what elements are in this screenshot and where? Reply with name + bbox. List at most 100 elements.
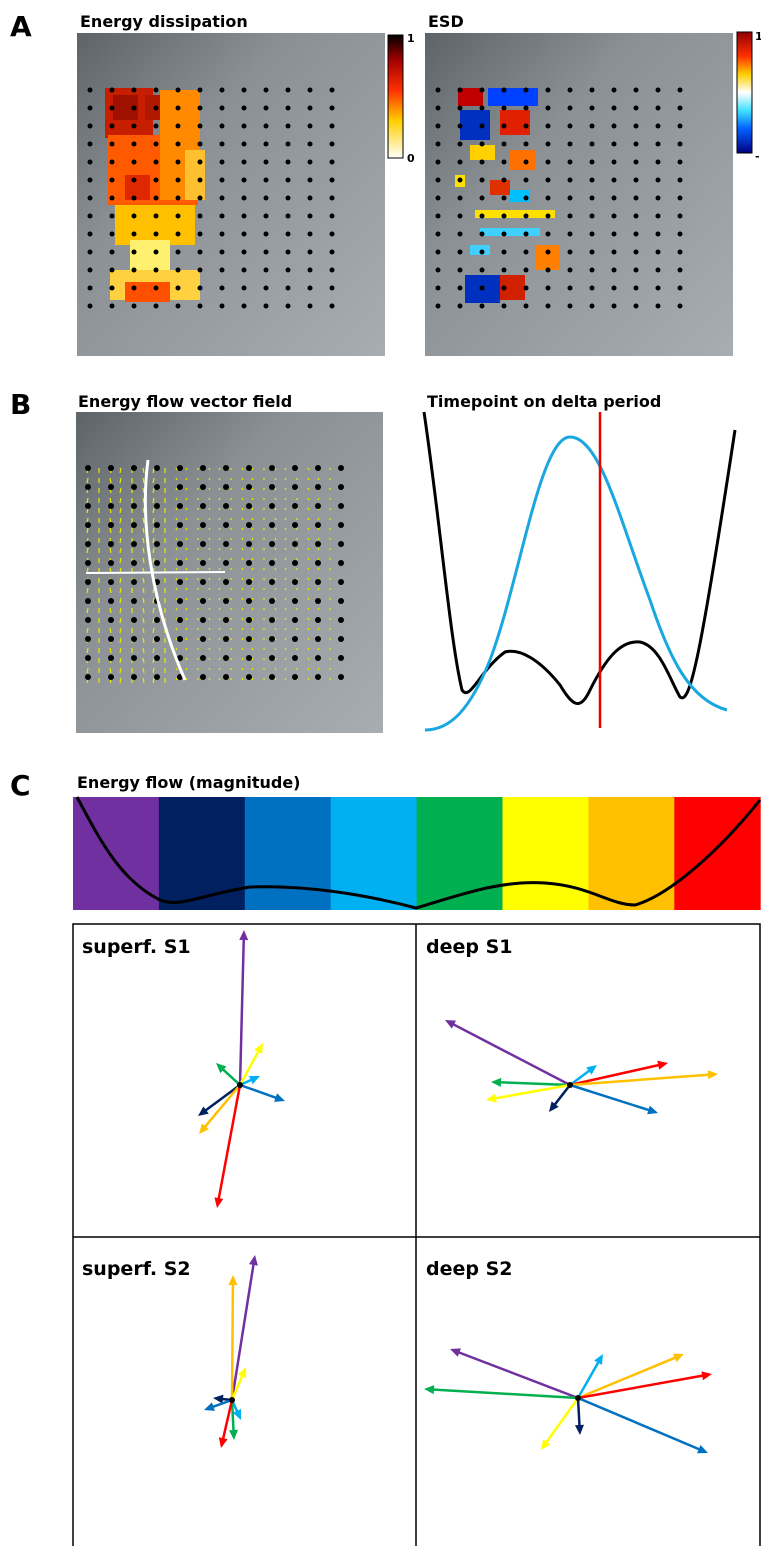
electrode bbox=[269, 636, 275, 642]
vector bbox=[307, 677, 310, 681]
vector bbox=[284, 577, 287, 581]
electrode bbox=[197, 303, 203, 309]
vector bbox=[175, 527, 178, 531]
arrow-shaft bbox=[203, 1084, 241, 1129]
electrode bbox=[545, 213, 551, 219]
electrode bbox=[153, 267, 159, 273]
electrode bbox=[307, 177, 313, 183]
electrode bbox=[589, 303, 595, 309]
electrode bbox=[269, 522, 275, 528]
vector bbox=[185, 627, 188, 631]
vector bbox=[251, 497, 254, 501]
electrode bbox=[501, 249, 507, 255]
vector bbox=[185, 647, 188, 651]
electrode bbox=[435, 303, 441, 309]
electrode bbox=[655, 87, 661, 93]
vector bbox=[307, 627, 310, 631]
electrode bbox=[131, 674, 137, 680]
arrow-head bbox=[424, 1385, 435, 1395]
electrode bbox=[131, 123, 137, 129]
electrode bbox=[153, 141, 159, 147]
arrow-head bbox=[549, 1101, 559, 1112]
vector bbox=[317, 607, 320, 611]
electrode bbox=[177, 598, 183, 604]
electrode bbox=[131, 105, 137, 111]
vector bbox=[152, 557, 155, 564]
arrow-shaft bbox=[230, 1399, 235, 1433]
electrode bbox=[85, 522, 91, 528]
electrode bbox=[285, 249, 291, 255]
vector bbox=[208, 487, 211, 491]
electrode bbox=[109, 231, 115, 237]
vector bbox=[218, 567, 221, 571]
electrode bbox=[269, 674, 275, 680]
brain-image bbox=[425, 33, 733, 356]
electrode bbox=[223, 503, 229, 509]
electrode bbox=[655, 105, 661, 111]
electrode bbox=[108, 560, 114, 566]
electrode bbox=[611, 177, 617, 183]
electrode bbox=[589, 177, 595, 183]
electrode bbox=[307, 159, 313, 165]
electrode bbox=[223, 522, 229, 528]
electrode bbox=[315, 541, 321, 547]
vector bbox=[218, 537, 221, 541]
electrode bbox=[131, 484, 137, 490]
electrode bbox=[523, 141, 529, 147]
electrode bbox=[85, 674, 91, 680]
vector bbox=[251, 677, 254, 681]
electrode bbox=[501, 105, 507, 111]
vector bbox=[284, 487, 287, 491]
electrode bbox=[285, 141, 291, 147]
vector bbox=[119, 477, 122, 484]
vector bbox=[251, 637, 254, 641]
vector bbox=[142, 497, 145, 504]
electrode bbox=[567, 303, 573, 309]
electrode bbox=[677, 159, 683, 165]
vector bbox=[142, 637, 145, 644]
vector bbox=[251, 537, 254, 541]
curve bbox=[75, 796, 761, 910]
arrow-shaft bbox=[221, 1399, 234, 1441]
vector bbox=[241, 567, 244, 571]
electrode bbox=[545, 87, 551, 93]
electrode bbox=[285, 87, 291, 93]
electrode bbox=[545, 177, 551, 183]
electrode bbox=[523, 213, 529, 219]
electrode bbox=[435, 123, 441, 129]
electrode bbox=[87, 231, 93, 237]
electrode bbox=[197, 267, 203, 273]
vector bbox=[241, 527, 244, 531]
arrow-head bbox=[647, 1105, 658, 1115]
electrode bbox=[175, 123, 181, 129]
color-band bbox=[416, 797, 503, 910]
vector bbox=[218, 587, 221, 591]
electrode bbox=[307, 213, 313, 219]
electrode bbox=[457, 123, 463, 129]
vector bbox=[185, 667, 188, 671]
electrode bbox=[523, 105, 529, 111]
electrode bbox=[219, 159, 225, 165]
heat-cell bbox=[480, 228, 540, 236]
vector bbox=[251, 547, 254, 551]
electrode bbox=[457, 195, 463, 201]
curve bbox=[422, 411, 737, 705]
electrode bbox=[175, 177, 181, 183]
electrode bbox=[87, 87, 93, 93]
electrode bbox=[87, 105, 93, 111]
vector bbox=[241, 647, 244, 651]
electrode bbox=[197, 249, 203, 255]
electrode bbox=[329, 87, 335, 93]
arrow-shaft bbox=[576, 1397, 581, 1428]
electrode bbox=[263, 177, 269, 183]
electrode bbox=[223, 655, 229, 661]
vector bbox=[317, 517, 320, 521]
electrode bbox=[285, 105, 291, 111]
arrow-shaft bbox=[552, 1084, 571, 1107]
trace-line bbox=[85, 571, 226, 574]
electrode-grid bbox=[87, 87, 683, 309]
electrode bbox=[108, 503, 114, 509]
electrode bbox=[479, 177, 485, 183]
vector bbox=[109, 477, 112, 484]
arrow-shaft bbox=[238, 1049, 261, 1086]
